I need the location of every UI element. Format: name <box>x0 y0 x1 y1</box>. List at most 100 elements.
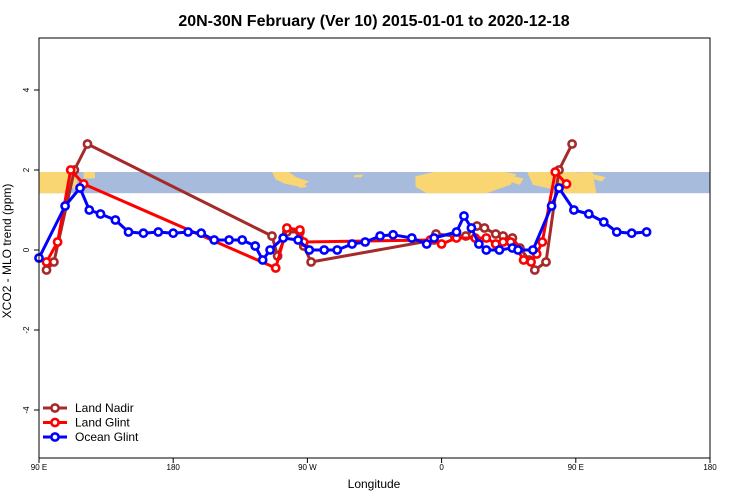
data-point-2-40 <box>554 183 564 193</box>
data-point-1-21 <box>550 167 561 177</box>
chart-title: 20N-30N February (Ver 10) 2015-01-01 to … <box>178 13 569 30</box>
data-point-1-22 <box>561 179 572 189</box>
data-point-2-31 <box>459 211 469 221</box>
data-point-2-7 <box>138 228 149 239</box>
data-point-1-6 <box>294 225 305 235</box>
series-2 <box>34 183 652 265</box>
data-point-2-44 <box>611 227 622 237</box>
plot-frame <box>38 37 711 459</box>
x-tick-label-3: 0 <box>439 463 444 472</box>
map-land-4 <box>296 183 308 188</box>
data-point-2-9 <box>168 228 179 239</box>
data-point-2-37 <box>513 245 523 255</box>
data-point-2-22 <box>332 245 343 255</box>
map-land-0 <box>39 172 73 194</box>
y-tick-label-1: -2 <box>22 326 31 334</box>
data-point-2-3 <box>84 205 95 215</box>
series-layer <box>34 139 652 275</box>
map-ocean <box>39 172 710 194</box>
data-point-2-6 <box>123 227 134 237</box>
y-tick-label-0: -4 <box>22 406 31 414</box>
data-point-2-13 <box>224 235 234 245</box>
data-point-1-18 <box>526 257 536 267</box>
data-point-2-42 <box>583 209 594 219</box>
data-point-1-17 <box>518 255 529 265</box>
data-point-2-17 <box>265 245 275 255</box>
data-point-2-21 <box>319 245 330 255</box>
legend-label-1: Land Glint <box>75 416 130 430</box>
data-point-2-19 <box>293 235 303 245</box>
data-point-2-33 <box>473 239 484 249</box>
data-point-1-2 <box>65 165 76 175</box>
legend-swatch-point-2 <box>50 432 60 442</box>
data-point-0-9 <box>306 257 316 267</box>
legend-item-1: Land Glint <box>43 416 130 430</box>
data-point-2-29 <box>429 233 439 243</box>
map-land-2 <box>83 172 95 179</box>
map-land-5 <box>354 174 364 178</box>
data-point-0-21 <box>529 265 540 275</box>
data-point-2-35 <box>494 245 505 255</box>
data-point-2-18 <box>278 233 289 243</box>
legend-swatch-point-0 <box>50 403 60 413</box>
data-point-1-1 <box>52 237 63 247</box>
legend-item-2: Ocean Glint <box>43 430 139 444</box>
map-land-10 <box>592 174 606 182</box>
data-point-2-27 <box>406 233 417 243</box>
map-land-6 <box>415 172 517 194</box>
data-point-2-46 <box>641 227 652 237</box>
data-point-0-15 <box>479 223 490 233</box>
series-line-2 <box>37 186 647 262</box>
data-point-2-23 <box>347 239 357 249</box>
data-point-2-16 <box>257 255 268 265</box>
data-point-2-14 <box>237 235 248 245</box>
x-tick-label-4: 90 E <box>568 463 584 472</box>
data-point-0-24 <box>567 139 577 149</box>
map-land-3 <box>272 172 310 187</box>
data-point-2-10 <box>183 227 193 237</box>
data-point-2-1 <box>60 201 70 211</box>
world-map-band <box>39 172 710 194</box>
data-point-2-25 <box>375 231 385 241</box>
data-point-2-26 <box>388 229 398 240</box>
data-point-1-20 <box>537 237 548 247</box>
data-point-2-45 <box>626 228 637 239</box>
data-point-0-4 <box>267 231 277 241</box>
data-point-1-5 <box>281 223 292 233</box>
data-point-2-43 <box>598 217 609 227</box>
data-point-1-12 <box>481 233 492 243</box>
data-point-2-32 <box>466 223 477 233</box>
y-tick-label-4: 4 <box>22 87 31 92</box>
data-point-2-24 <box>360 237 371 247</box>
data-point-2-11 <box>196 228 207 239</box>
x-tick-label-5: 180 <box>703 463 717 472</box>
data-point-2-39 <box>546 201 557 211</box>
data-point-2-20 <box>304 245 315 255</box>
data-point-1-14 <box>498 237 508 247</box>
map-land-7 <box>512 176 524 185</box>
data-point-2-2 <box>75 183 85 193</box>
data-point-2-5 <box>110 215 121 225</box>
data-point-0-16 <box>490 229 501 239</box>
y-tick-label-2: 0 <box>22 247 31 252</box>
data-point-0-22 <box>541 257 551 267</box>
x-tick-label-1: 180 <box>167 463 181 472</box>
data-point-2-15 <box>250 241 261 251</box>
data-point-2-4 <box>95 209 106 219</box>
data-point-1-9 <box>436 239 447 249</box>
legend-item-0: Land Nadir <box>43 401 134 415</box>
data-point-2-41 <box>569 205 579 215</box>
y-tick-label-3: 2 <box>22 167 31 172</box>
legend-label-2: Ocean Glint <box>75 430 139 444</box>
x-axis-label: Longitude <box>348 477 401 491</box>
data-point-2-30 <box>451 227 462 237</box>
data-point-2-28 <box>421 239 432 249</box>
x-tick-label-2: 90 W <box>298 463 317 472</box>
axes-layer: 90 E 180 90 W 0 90 E 180 -4 -2 0 2 4 <box>22 37 717 472</box>
data-point-2-8 <box>153 227 164 237</box>
data-point-0-3 <box>82 139 93 149</box>
x-tick-label-0: 90 E <box>31 463 47 472</box>
data-point-1-4 <box>270 263 281 273</box>
